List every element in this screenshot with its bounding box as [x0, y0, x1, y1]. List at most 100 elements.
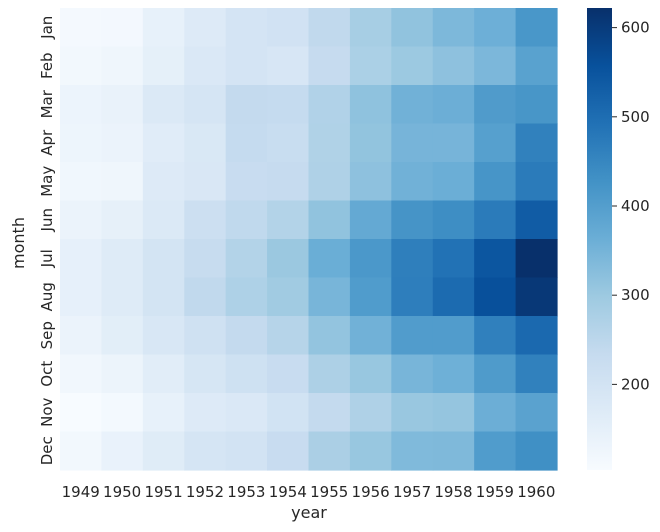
heatmap-cell-Feb-1949 [60, 46, 103, 86]
heatmap-cell-Jun-1952 [184, 200, 227, 240]
colorbar [587, 8, 612, 470]
heatmap-cell-Dec-1953 [225, 431, 268, 471]
colorbar-tick-label: 400 [621, 197, 650, 215]
heatmap-cell-Dec-1956 [349, 431, 392, 471]
y-tick-label: Dec [38, 436, 56, 465]
heatmap-cell-Oct-1956 [349, 354, 392, 394]
heatmap-cell-Nov-1960 [515, 393, 558, 433]
heatmap-cell-Sep-1960 [515, 316, 558, 356]
heatmap-cell-Apr-1954 [267, 123, 310, 163]
heatmap-cell-Nov-1949 [60, 393, 103, 433]
heatmap-cell-Jun-1950 [101, 200, 144, 240]
heatmap-cell-May-1954 [267, 162, 310, 202]
heatmap-cell-Oct-1960 [515, 354, 558, 394]
x-tick-label: 1955 [310, 483, 348, 501]
heatmap-cell-Sep-1951 [142, 316, 185, 356]
heatmap-cell-May-1952 [184, 162, 227, 202]
heatmap-cell-May-1957 [391, 162, 434, 202]
heatmap-cell-Jan-1958 [432, 8, 475, 48]
heatmap-cell-Nov-1955 [308, 393, 351, 433]
heatmap-cells [60, 8, 558, 471]
heatmap-cell-Oct-1959 [474, 354, 517, 394]
heatmap-cell-Apr-1949 [60, 123, 103, 163]
heatmap-cell-Sep-1954 [267, 316, 310, 356]
heatmap-cell-Apr-1957 [391, 123, 434, 163]
x-tick-label: 1959 [476, 483, 514, 501]
heatmap-cell-Oct-1950 [101, 354, 144, 394]
heatmap-cell-Nov-1959 [474, 393, 517, 433]
y-tick-label: Oct [38, 361, 56, 387]
heatmap-cell-Oct-1954 [267, 354, 310, 394]
colorbar-tick-label: 600 [621, 19, 650, 37]
heatmap-cell-Mar-1955 [308, 85, 351, 125]
heatmap-cell-Apr-1960 [515, 123, 558, 163]
heatmap-cell-Nov-1957 [391, 393, 434, 433]
x-tick-label: 1960 [517, 483, 555, 501]
heatmap-cell-Mar-1958 [432, 85, 475, 125]
heatmap-cell-Jan-1954 [267, 8, 310, 48]
heatmap-cell-Jan-1960 [515, 8, 558, 48]
y-tick-label: May [38, 166, 56, 197]
heatmap-cell-Apr-1952 [184, 123, 227, 163]
colorbar-tick-label: 200 [621, 375, 650, 393]
heatmap-cell-Apr-1951 [142, 123, 185, 163]
heatmap-cell-Mar-1960 [515, 85, 558, 125]
heatmap-cell-Feb-1956 [349, 46, 392, 86]
heatmap-cell-Nov-1953 [225, 393, 268, 433]
heatmap-cell-Aug-1955 [308, 277, 351, 317]
heatmap-cell-Jun-1951 [142, 200, 185, 240]
heatmap-cell-Jan-1951 [142, 8, 185, 48]
heatmap-cell-Jan-1959 [474, 8, 517, 48]
heatmap-cell-Sep-1958 [432, 316, 475, 356]
heatmap-cell-Oct-1955 [308, 354, 351, 394]
heatmap-cell-Dec-1949 [60, 431, 103, 471]
heatmap-cell-Nov-1958 [432, 393, 475, 433]
heatmap-cell-Nov-1952 [184, 393, 227, 433]
heatmap-cell-Jun-1959 [474, 200, 517, 240]
x-tick-label: 1952 [186, 483, 224, 501]
x-tick-label: 1953 [227, 483, 265, 501]
heatmap-cell-Aug-1959 [474, 277, 517, 317]
heatmap-cell-Mar-1951 [142, 85, 185, 125]
heatmap-cell-Jun-1955 [308, 200, 351, 240]
heatmap-cell-Jun-1954 [267, 200, 310, 240]
heatmap-cell-Jul-1952 [184, 239, 227, 279]
heatmap-cell-Nov-1951 [142, 393, 185, 433]
heatmap-cell-Jun-1960 [515, 200, 558, 240]
heatmap-cell-Dec-1958 [432, 431, 475, 471]
heatmap-cell-Jun-1956 [349, 200, 392, 240]
colorbar-tick-label: 500 [621, 108, 650, 126]
heatmap-cell-Mar-1956 [349, 85, 392, 125]
heatmap-cell-Nov-1950 [101, 393, 144, 433]
x-tick-label: 1956 [352, 483, 390, 501]
heatmap-cell-Mar-1954 [267, 85, 310, 125]
heatmap-cell-May-1955 [308, 162, 351, 202]
heatmap-cell-Oct-1953 [225, 354, 268, 394]
heatmap-cell-Jul-1954 [267, 239, 310, 279]
heatmap-cell-Dec-1950 [101, 431, 144, 471]
heatmap-cell-Jun-1958 [432, 200, 475, 240]
colorbar-tick-label: 300 [621, 286, 650, 304]
heatmap-cell-Aug-1951 [142, 277, 185, 317]
heatmap-cell-Sep-1952 [184, 316, 227, 356]
x-tick-labels: 1949 1950 1951 1952 1953 1954 1955 1956 1957 1958… [62, 483, 556, 501]
heatmap-cell-Jul-1956 [349, 239, 392, 279]
heatmap-cell-Sep-1950 [101, 316, 144, 356]
x-axis-label: year [291, 503, 327, 522]
heatmap-cell-Mar-1953 [225, 85, 268, 125]
heatmap-cell-Dec-1951 [142, 431, 185, 471]
heatmap-cell-Sep-1957 [391, 316, 434, 356]
heatmap-cell-Sep-1959 [474, 316, 517, 356]
heatmap-cell-Jul-1960 [515, 239, 558, 279]
heatmap-cell-Mar-1957 [391, 85, 434, 125]
heatmap-cell-Mar-1959 [474, 85, 517, 125]
heatmap-cell-May-1949 [60, 162, 103, 202]
heatmap-cell-Feb-1950 [101, 46, 144, 86]
heatmap-cell-Dec-1959 [474, 431, 517, 471]
heatmap-cell-Jan-1956 [349, 8, 392, 48]
heatmap-cell-Jul-1958 [432, 239, 475, 279]
heatmap-cell-Nov-1956 [349, 393, 392, 433]
x-tick-label: 1958 [434, 483, 472, 501]
y-tick-labels: Jan Feb Mar Apr May Jun Jul Aug Sep Oct Nov Dec [38, 16, 56, 466]
